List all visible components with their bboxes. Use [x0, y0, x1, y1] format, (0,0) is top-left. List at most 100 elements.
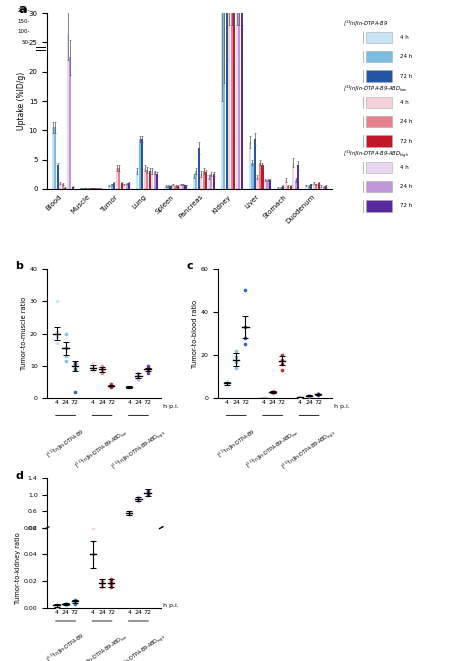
Y-axis label: Uptake (%ID/g): Uptake (%ID/g) — [17, 72, 26, 130]
Point — [269, 388, 276, 399]
Bar — [205, 173, 207, 189]
Point — [71, 359, 79, 369]
Bar — [325, 186, 328, 189]
Point — [62, 351, 69, 362]
Text: h p.i.: h p.i. — [163, 404, 179, 408]
Point — [305, 391, 313, 401]
Point — [107, 576, 115, 586]
Bar — [128, 183, 130, 189]
Point — [98, 574, 106, 585]
Point — [242, 339, 249, 350]
Point — [126, 510, 133, 521]
FancyBboxPatch shape — [366, 70, 392, 82]
Bar — [290, 186, 292, 189]
Bar — [146, 170, 148, 189]
Bar — [195, 171, 197, 189]
Point — [242, 322, 249, 332]
Text: 150-: 150- — [18, 19, 30, 24]
Text: $[^{111}$In]In-DTPA-B9-ABD$_{high}$: $[^{111}$In]In-DTPA-B9-ABD$_{high}$ — [109, 427, 168, 473]
Bar — [261, 165, 264, 189]
Point — [135, 494, 142, 504]
Y-axis label: Tumor-to-blood ratio: Tumor-to-blood ratio — [191, 299, 198, 368]
Point — [260, 393, 267, 403]
Text: $[^{111}$In]In-DTPA-B9: $[^{111}$In]In-DTPA-B9 — [215, 427, 257, 460]
Point — [98, 366, 106, 376]
Point — [53, 332, 60, 342]
Text: $[^{111}$In]In-DTPA-B9-ABD$_{high}$: $[^{111}$In]In-DTPA-B9-ABD$_{high}$ — [109, 631, 168, 661]
Bar — [136, 171, 138, 189]
Bar — [254, 139, 256, 189]
Bar — [118, 169, 120, 189]
Point — [98, 368, 106, 378]
Bar — [72, 186, 74, 189]
Text: c: c — [186, 261, 193, 271]
Point — [314, 389, 322, 400]
Bar — [315, 184, 318, 189]
Point — [296, 391, 304, 402]
Bar — [320, 186, 322, 189]
Point — [296, 391, 304, 402]
Bar — [151, 171, 154, 189]
Bar — [221, 13, 223, 189]
Point — [89, 362, 97, 373]
Point — [62, 600, 69, 611]
Point — [144, 487, 151, 498]
Bar — [108, 185, 110, 189]
Bar — [287, 186, 289, 189]
Point — [260, 393, 267, 403]
Point — [98, 578, 106, 589]
Bar — [69, 57, 72, 189]
Text: 72 h: 72 h — [400, 204, 412, 208]
Point — [242, 332, 249, 343]
Bar — [284, 180, 287, 189]
Bar — [282, 186, 284, 189]
Bar — [297, 165, 299, 189]
Point — [242, 285, 249, 295]
Bar — [236, 13, 238, 189]
Point — [314, 388, 322, 399]
Text: $[^{111}$In]In-DTPA-B9-ABD$_{low}$: $[^{111}$In]In-DTPA-B9-ABD$_{low}$ — [73, 427, 130, 471]
Bar — [249, 142, 251, 189]
Bar — [269, 180, 271, 189]
Bar — [210, 175, 212, 189]
FancyBboxPatch shape — [366, 51, 392, 62]
Bar — [310, 184, 312, 189]
Bar — [139, 139, 141, 189]
Bar — [52, 128, 54, 189]
Bar — [294, 180, 297, 189]
Bar — [62, 184, 64, 189]
Text: $[^{111}$In]In-DTPA-B9: $[^{111}$In]In-DTPA-B9 — [45, 427, 86, 460]
Bar — [123, 184, 125, 189]
Bar — [277, 188, 279, 189]
Bar — [259, 163, 261, 189]
Point — [62, 329, 69, 339]
Point — [107, 380, 115, 391]
Bar — [164, 186, 166, 189]
Point — [232, 352, 240, 363]
Bar — [184, 185, 187, 189]
Point — [71, 358, 79, 368]
Point — [107, 573, 115, 584]
Bar — [213, 175, 215, 189]
Bar — [256, 177, 259, 189]
Point — [71, 596, 79, 607]
Point — [89, 361, 97, 371]
Point — [232, 363, 240, 373]
Point — [260, 393, 267, 403]
Bar — [59, 183, 62, 189]
Bar — [182, 184, 184, 189]
FancyBboxPatch shape — [366, 181, 392, 192]
Text: $[^{111}$In]In-DTPA-B9-ABD$_{low}$: $[^{111}$In]In-DTPA-B9-ABD$_{low}$ — [73, 631, 130, 661]
Bar — [251, 163, 254, 189]
Point — [296, 391, 304, 402]
Point — [98, 582, 106, 592]
Point — [269, 387, 276, 398]
Point — [62, 598, 69, 608]
Point — [305, 390, 313, 401]
Bar — [305, 185, 308, 189]
Point — [144, 362, 151, 373]
Text: 72 h: 72 h — [400, 139, 412, 143]
Point — [71, 595, 79, 605]
Point — [53, 327, 60, 337]
Point — [62, 599, 69, 609]
